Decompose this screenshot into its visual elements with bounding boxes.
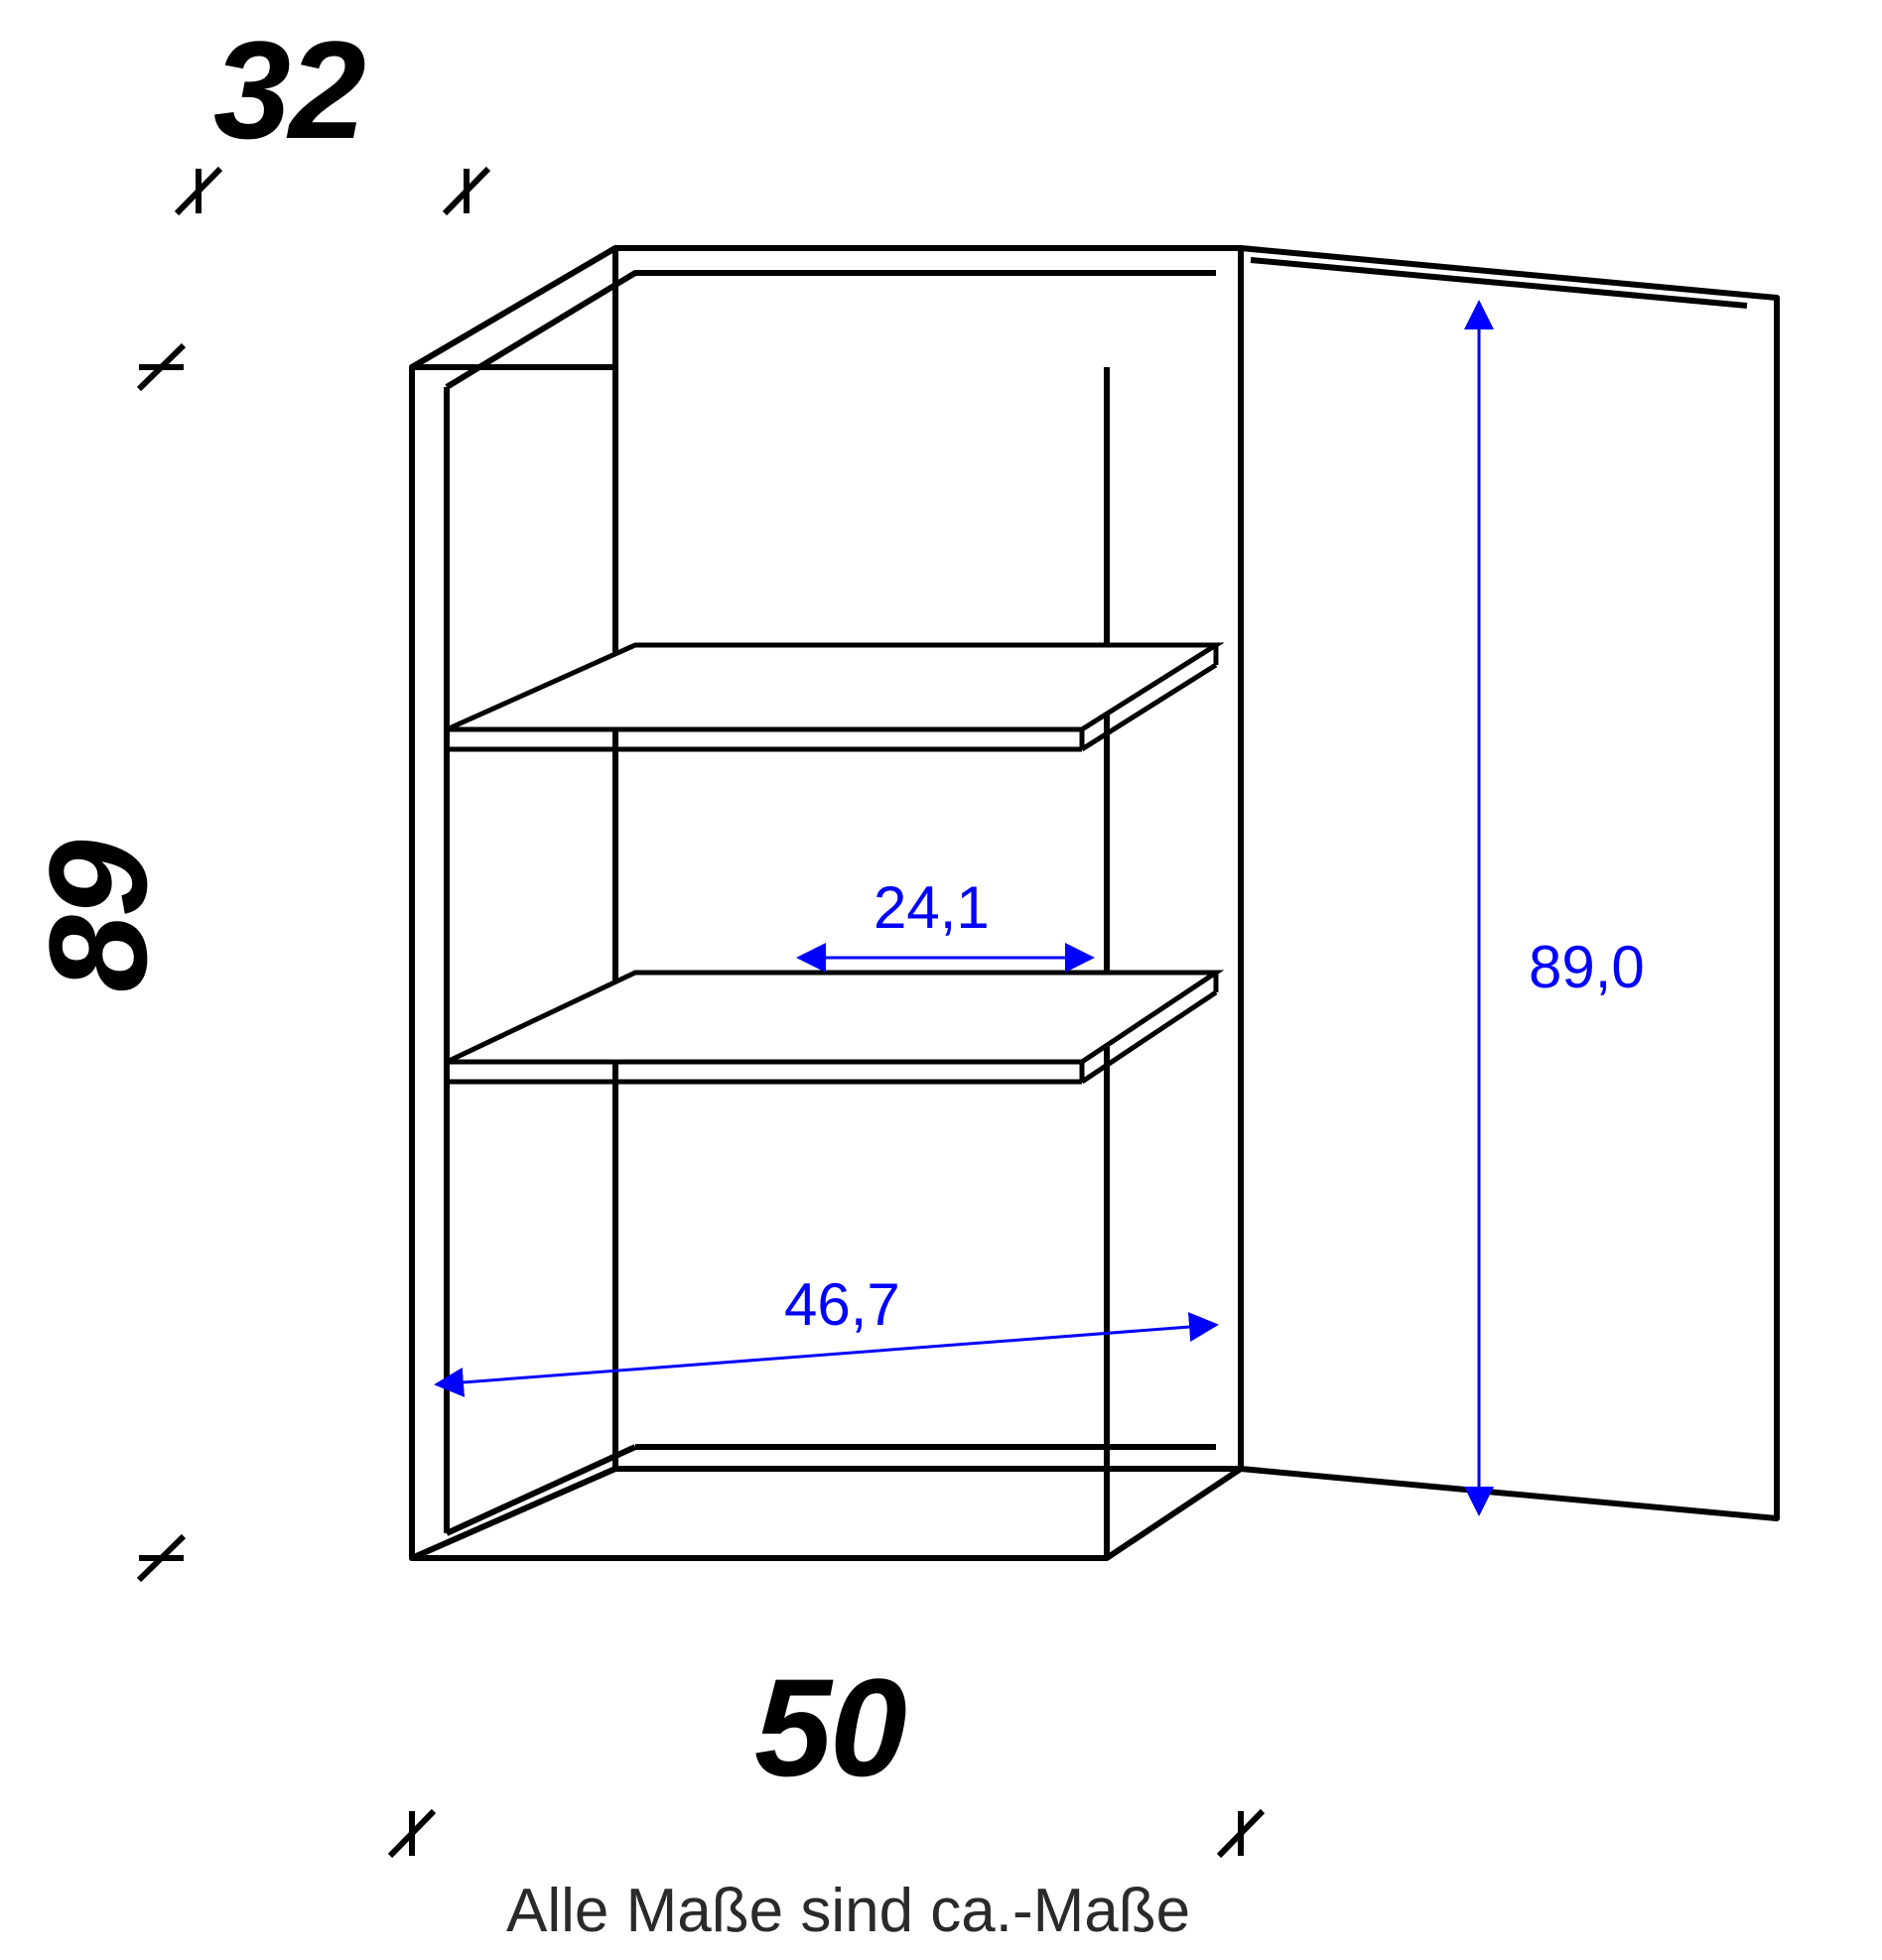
cabinet-body [412,248,1241,1558]
dim-height-label: 89 [18,842,179,992]
dim-inner-depth-label: 24,1 [874,873,990,942]
diagram-stage: 32 89 50 24,1 46,7 89,0 Alle Maße sind c… [0,0,1882,1960]
door [1241,248,1777,1518]
caption-text: Alle Maße sind ca.-Maße [506,1876,1190,1946]
dim-inner-width-label: 46,7 [784,1270,900,1339]
dim-depth-lines [177,169,488,213]
dim-width-lines [390,1811,1263,1856]
dim-width-label: 50 [754,1647,905,1808]
dim-depth-label: 32 [213,10,364,171]
dim-inner-height-label: 89,0 [1529,933,1645,1001]
